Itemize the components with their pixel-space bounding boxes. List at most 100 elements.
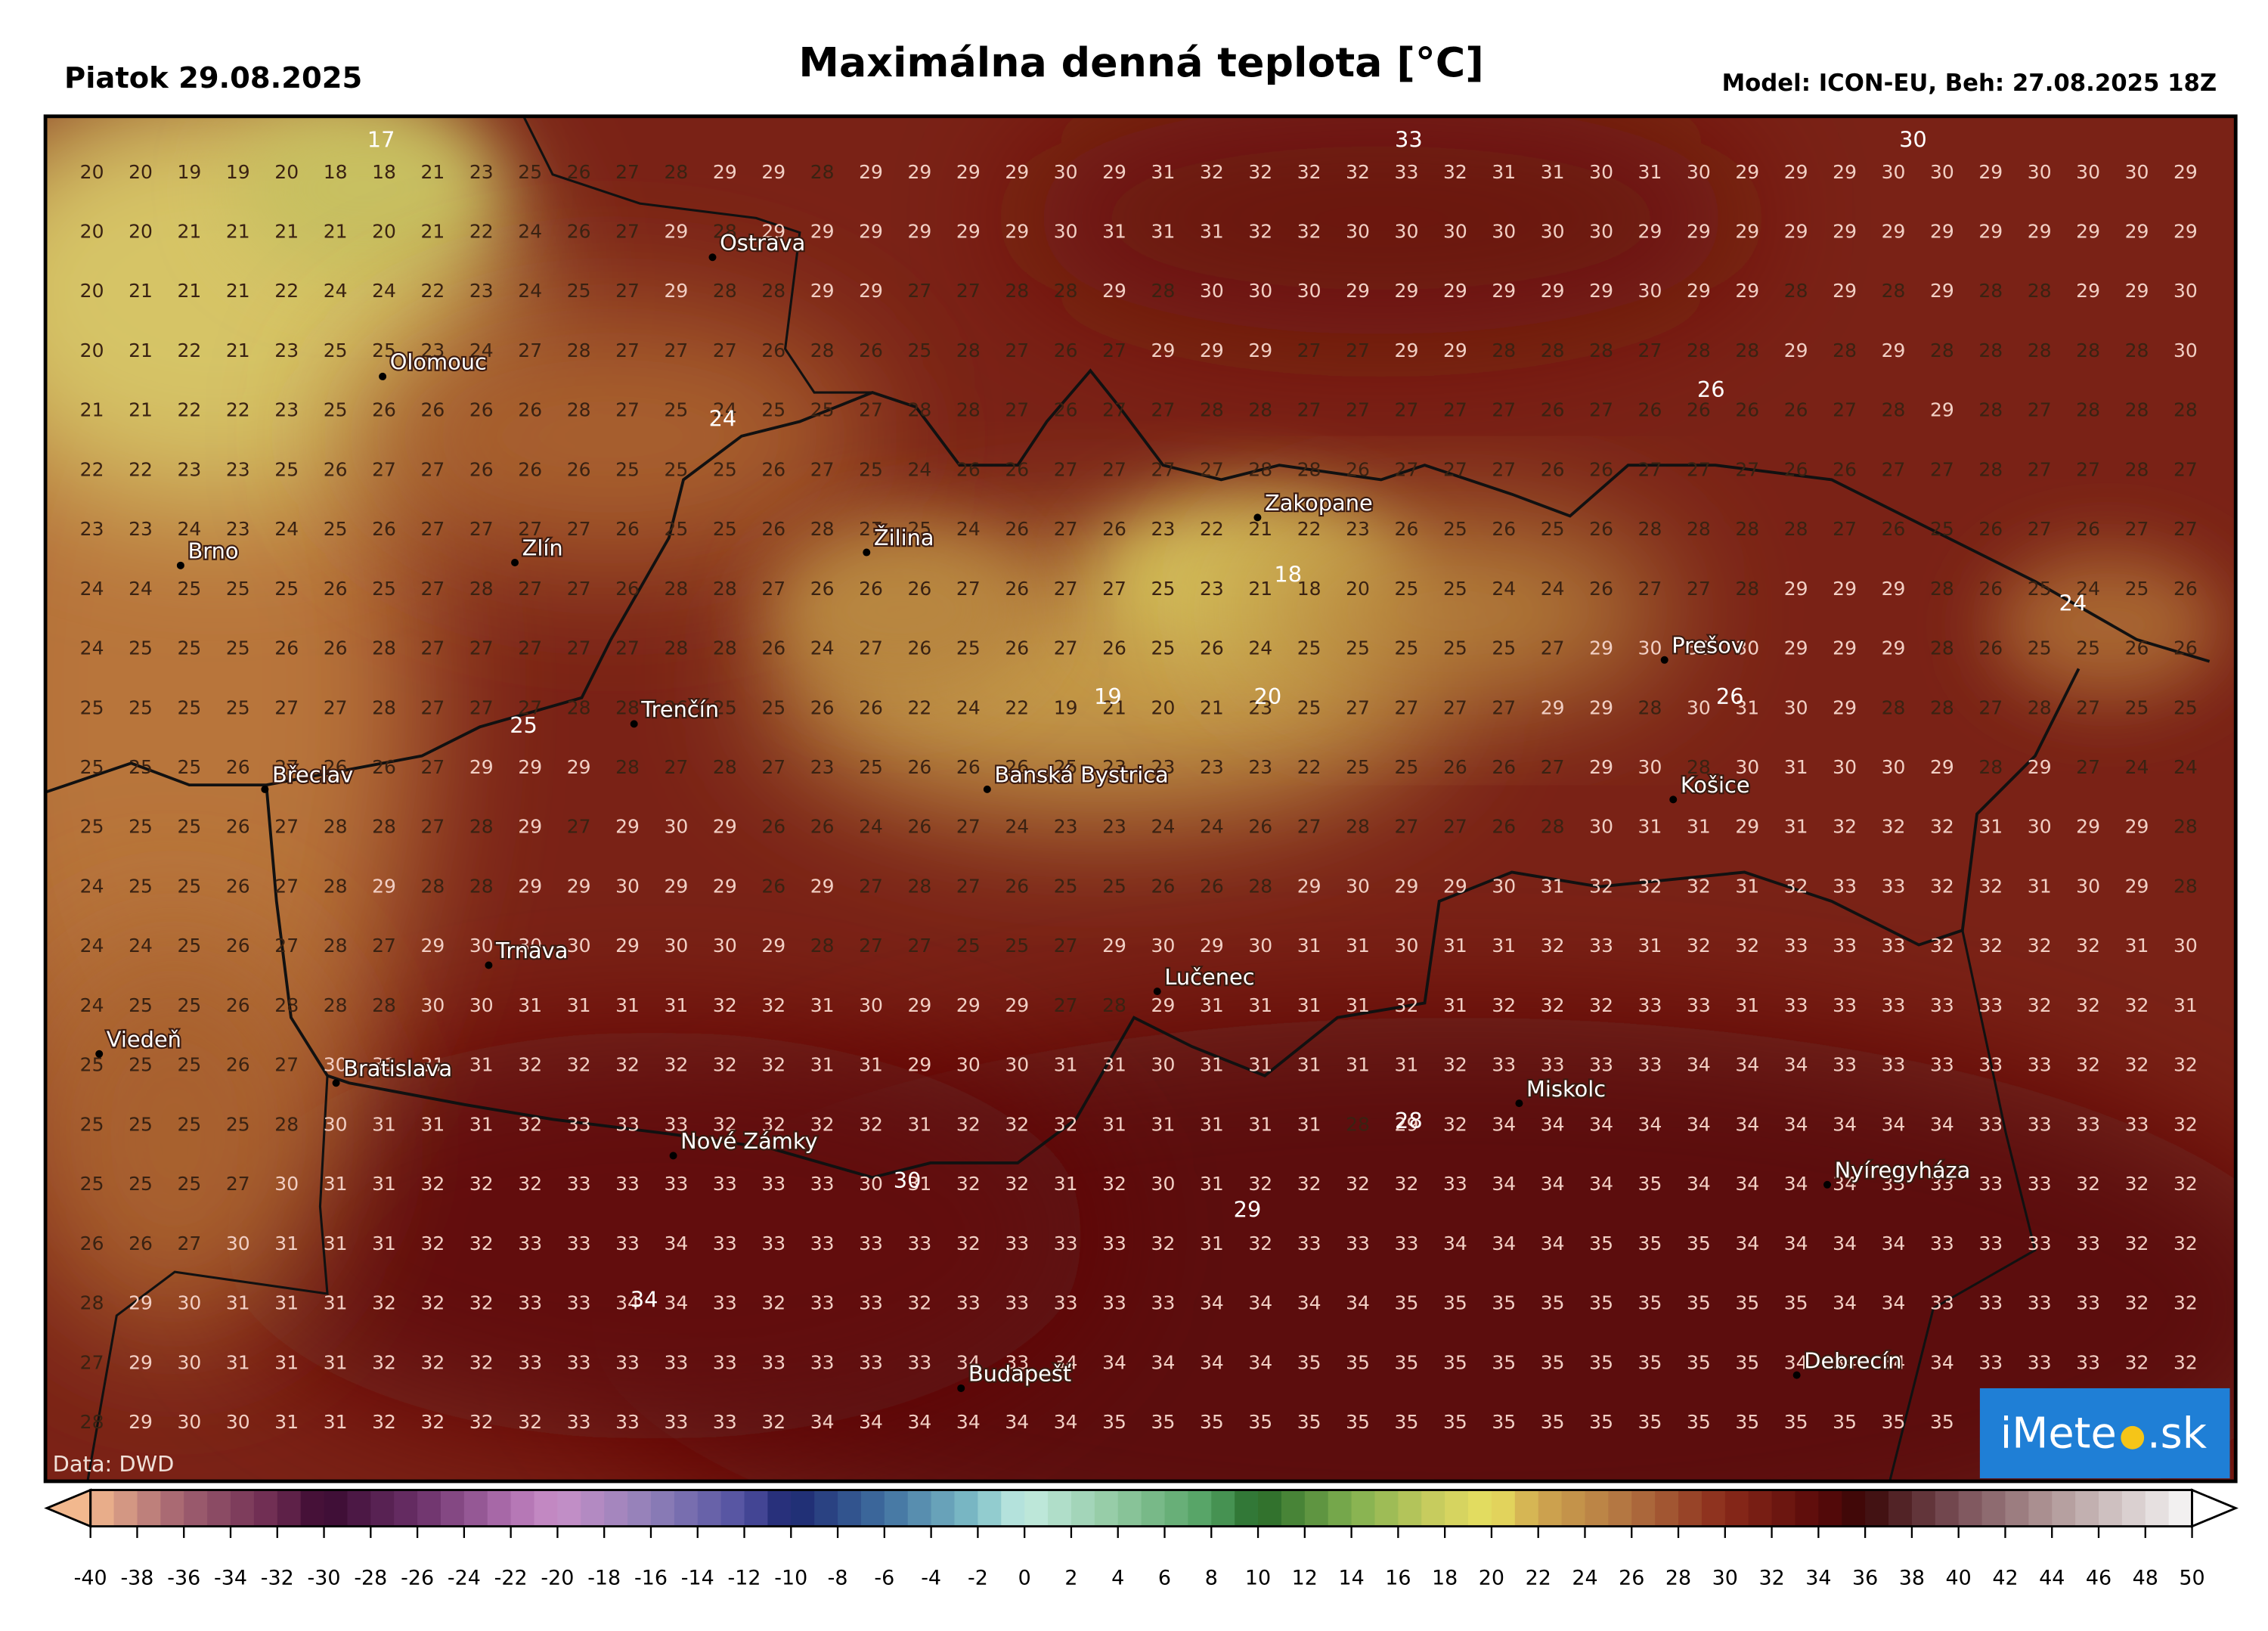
grid-value: 27 (518, 340, 542, 361)
colorbar-swatch (720, 1490, 745, 1527)
grid-value: 25 (810, 399, 835, 421)
grid-value: 29 (1395, 340, 1419, 361)
grid-value: 30 (226, 1411, 250, 1433)
city-dot (1515, 1099, 1523, 1108)
grid-value: 27 (518, 696, 542, 718)
grid-value: 32 (1248, 161, 1272, 183)
grid-value: 27 (469, 696, 494, 718)
grid-value: 31 (1346, 1054, 1370, 1076)
grid-value: 28 (1978, 458, 2003, 480)
grid-value: 33 (2028, 1351, 2052, 1373)
grid-value: 35 (1102, 1411, 1126, 1433)
city-dot (983, 785, 991, 793)
grid-value: 32 (1151, 1233, 1176, 1254)
city-name: Trnava (495, 938, 568, 963)
grid-value: 19 (1054, 696, 1078, 718)
grid-value: 29 (2028, 756, 2052, 778)
grid-value: 29 (1443, 280, 1467, 302)
grid-value: 29 (129, 1292, 153, 1314)
grid-value: 30 (2174, 340, 2198, 361)
grid-value: 26 (1395, 518, 1419, 540)
grid-value: 32 (761, 994, 785, 1016)
grid-value: 25 (908, 518, 932, 540)
grid-value: 31 (1638, 161, 1662, 183)
grid-value: 29 (956, 994, 981, 1016)
grid-value: 30 (1005, 1054, 1029, 1076)
grid-value: 26 (567, 161, 591, 183)
title: Maximálna denná teplota [°C] (798, 39, 1483, 86)
grid-value: 26 (761, 458, 785, 480)
grid-value: 34 (1492, 1113, 1516, 1135)
grid-value: 24 (80, 935, 104, 957)
grid-value: 27 (274, 875, 299, 897)
logo: iMete .sk (1979, 1388, 2230, 1479)
grid-value: 35 (1395, 1292, 1419, 1314)
grid-value: 28 (1492, 340, 1516, 361)
grid-value: 34 (1492, 1173, 1516, 1195)
grid-value: 26 (1054, 399, 1078, 421)
grid-value: 28 (2174, 816, 2198, 838)
grid-value: 27 (1151, 458, 1176, 480)
grid-value: 27 (2174, 518, 2198, 540)
grid-value: 31 (324, 1292, 348, 1314)
grid-value: 33 (1005, 1233, 1029, 1254)
grid-value: 33 (713, 1351, 737, 1373)
grid-value: 32 (469, 1292, 494, 1314)
colorbar-swatch (791, 1490, 815, 1527)
grid-value: 28 (2174, 875, 2198, 897)
grid-value: 27 (324, 696, 348, 718)
grid-value: 25 (859, 756, 883, 778)
grid-value: 31 (1200, 1233, 1224, 1254)
grid-value: 30 (178, 1292, 202, 1314)
grid-value: 27 (665, 340, 689, 361)
grid-value: 29 (1735, 280, 1759, 302)
colorbar-tick-label: -30 (308, 1566, 341, 1589)
colorbar-tick-label: 8 (1205, 1566, 1218, 1589)
grid-value: 31 (1492, 161, 1516, 183)
grid-value: 26 (372, 399, 396, 421)
grid-value: 32 (1346, 161, 1370, 183)
grid-value: 23 (1102, 756, 1126, 778)
grid-value: 21 (226, 220, 250, 242)
grid-value: 31 (810, 1054, 835, 1076)
colorbar-swatch (2121, 1490, 2146, 1527)
grid-value: 25 (2028, 578, 2052, 600)
colorbar-swatch (860, 1490, 885, 1527)
grid-value: 28 (372, 637, 396, 659)
grid-value: 25 (1930, 518, 1954, 540)
colorbar-tick-label: -18 (587, 1566, 621, 1589)
colorbar-swatch (697, 1490, 722, 1527)
grid-value: 34 (1200, 1292, 1224, 1314)
colorbar-swatch (1468, 1490, 1492, 1527)
grid-value: 31 (810, 994, 835, 1016)
grid-value: 31 (1735, 875, 1759, 897)
grid-value: 30 (1687, 696, 1711, 718)
grid-value: 35 (1443, 1292, 1467, 1314)
grid-value: 31 (1102, 220, 1126, 242)
grid-value: 28 (908, 399, 932, 421)
grid-value: 30 (2174, 280, 2198, 302)
grid-value: 30 (226, 1233, 250, 1254)
grid-value: 33 (615, 1411, 640, 1433)
grid-value: 34 (1638, 1113, 1662, 1135)
grid-value: 33 (810, 1233, 835, 1254)
grid-value: 31 (324, 1173, 348, 1195)
grid-value: 29 (908, 994, 932, 1016)
colorbar-swatch (884, 1490, 909, 1527)
grid-value: 27 (1443, 399, 1467, 421)
grid-value: 33 (1541, 1054, 1565, 1076)
grid-value: 32 (1248, 1233, 1272, 1254)
grid-value: 29 (761, 220, 785, 242)
colorbar-swatch (557, 1490, 582, 1527)
grid-value: 25 (1346, 637, 1370, 659)
grid-value: 25 (372, 578, 396, 600)
grid-value: 27 (1054, 637, 1078, 659)
grid-value: 32 (2125, 1351, 2149, 1373)
grid-value: 28 (372, 994, 396, 1016)
grid-value: 29 (1882, 220, 1906, 242)
colorbar-swatch (463, 1490, 488, 1527)
colorbar-tick-label: 46 (2086, 1566, 2112, 1589)
grid-value: 32 (1005, 1173, 1029, 1195)
grid-value: 31 (372, 1173, 396, 1195)
grid-value: 26 (1978, 518, 2003, 540)
